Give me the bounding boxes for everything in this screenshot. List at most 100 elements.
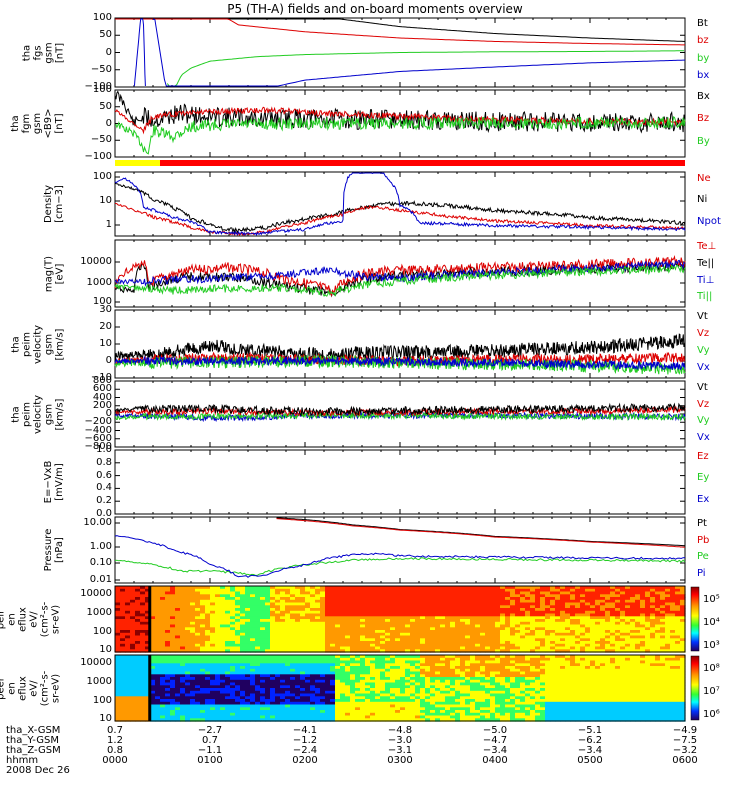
spectro-cell: [280, 699, 286, 703]
spectro-cell: [270, 605, 276, 609]
spectro-cell: [390, 643, 396, 648]
spectro-cell: [145, 710, 151, 714]
spectro-cell: [285, 610, 291, 615]
spectro-cell: [625, 591, 631, 595]
spectro-cell: [625, 613, 631, 617]
spectro-cell: [265, 594, 271, 598]
spectro-cell: [235, 655, 241, 659]
spectro-cell: [675, 610, 681, 615]
spectro-cell: [655, 649, 661, 653]
spectro-cell: [190, 586, 196, 590]
spectro-cell: [240, 632, 246, 637]
spectro-cell: [330, 605, 336, 609]
spectro-cell: [550, 594, 556, 598]
spectro-cell: [200, 616, 206, 620]
spectro-cell: [315, 610, 321, 615]
spectro-cell: [115, 657, 121, 662]
spectro-cell: [195, 690, 201, 695]
spectro-cell: [610, 599, 616, 604]
spectro-cell: [140, 621, 146, 626]
spectro-cell: [315, 597, 321, 601]
spectro-cell: [360, 610, 366, 615]
spectro-cell: [655, 632, 661, 637]
spectro-cell: [135, 663, 141, 667]
spectro-cell: [320, 677, 326, 681]
spectro-cell: [450, 621, 456, 626]
spectro-cell: [225, 627, 231, 631]
spectro-cell: [180, 613, 186, 617]
spectro-cell: [555, 608, 561, 612]
spectro-cell: [380, 699, 386, 703]
spectro-cell: [375, 710, 381, 714]
spectro-cell: [555, 599, 561, 604]
spectro-cell: [205, 643, 211, 648]
spectro-cell: [310, 638, 316, 642]
spectro-cell: [325, 671, 331, 675]
spectro-cell: [650, 630, 656, 634]
spectro-cell: [255, 688, 261, 692]
spectro-cell: [305, 621, 311, 626]
spectro-cell: [360, 624, 366, 628]
spectro-cell: [130, 657, 136, 662]
spectro-cell: [125, 660, 131, 664]
spectro-cell: [220, 635, 226, 639]
spectro-cell: [360, 685, 366, 689]
spectro-cell: [135, 643, 141, 648]
spectro-cell: [170, 624, 176, 628]
spectro-cell: [385, 591, 391, 595]
spectro-cell: [240, 657, 246, 662]
spectro-cell: [425, 674, 431, 678]
spectro-cell: [330, 630, 336, 634]
spectro-cell: [260, 608, 266, 612]
spectro-cell: [345, 657, 351, 662]
spectro-cell: [415, 704, 421, 708]
spectro-cell: [315, 710, 321, 714]
spectro-cell: [610, 638, 616, 642]
spectro-cell: [405, 619, 411, 623]
spectro-cell: [325, 630, 331, 634]
spectro-cell: [195, 613, 201, 617]
spectro-cell: [220, 704, 226, 708]
spectro-cell: [170, 671, 176, 675]
spectro-cell: [160, 588, 166, 593]
spectro-cell: [435, 599, 441, 604]
spectro-cell: [400, 608, 406, 612]
spectro-cell: [540, 599, 546, 604]
spectro-cell: [330, 671, 336, 675]
spectro-cell: [630, 630, 636, 634]
spectro-cell: [345, 605, 351, 609]
spectro-cell: [620, 616, 626, 620]
spectro-cell: [155, 630, 161, 634]
spectro-cell: [380, 685, 386, 689]
spectro-cell: [170, 666, 176, 670]
spectro-cell: [335, 682, 341, 686]
spectro-cell: [375, 699, 381, 703]
spectro-cell: [290, 704, 296, 708]
spectro-cell: [655, 638, 661, 642]
spectro-cell: [420, 635, 426, 639]
spectro-cell: [230, 594, 236, 598]
spectro-cell: [135, 613, 141, 617]
spectro-cell: [260, 671, 266, 675]
spectro-cell: [195, 671, 201, 675]
spectro-cell: [250, 668, 256, 673]
spectro-cell: [585, 643, 591, 648]
spectro-cell: [125, 632, 131, 637]
spectro-cell: [630, 597, 636, 601]
spectro-cell: [400, 712, 406, 717]
spectro-cell: [415, 701, 421, 706]
spectro-cell: [335, 707, 341, 711]
spectro-cell: [355, 696, 361, 700]
spectro-cell: [445, 591, 451, 595]
spectro-cell: [385, 624, 391, 628]
spectro-cell: [495, 621, 501, 626]
spectro-cell: [295, 588, 301, 593]
spectro-cell: [495, 602, 501, 606]
spectro-cell: [260, 646, 266, 650]
spectro-cell: [180, 619, 186, 623]
spectro-cell: [420, 671, 426, 675]
spectro-cell: [180, 605, 186, 609]
spectro-cell: [500, 588, 506, 593]
spectro-cell: [455, 594, 461, 598]
spectro-cell: [360, 632, 366, 637]
